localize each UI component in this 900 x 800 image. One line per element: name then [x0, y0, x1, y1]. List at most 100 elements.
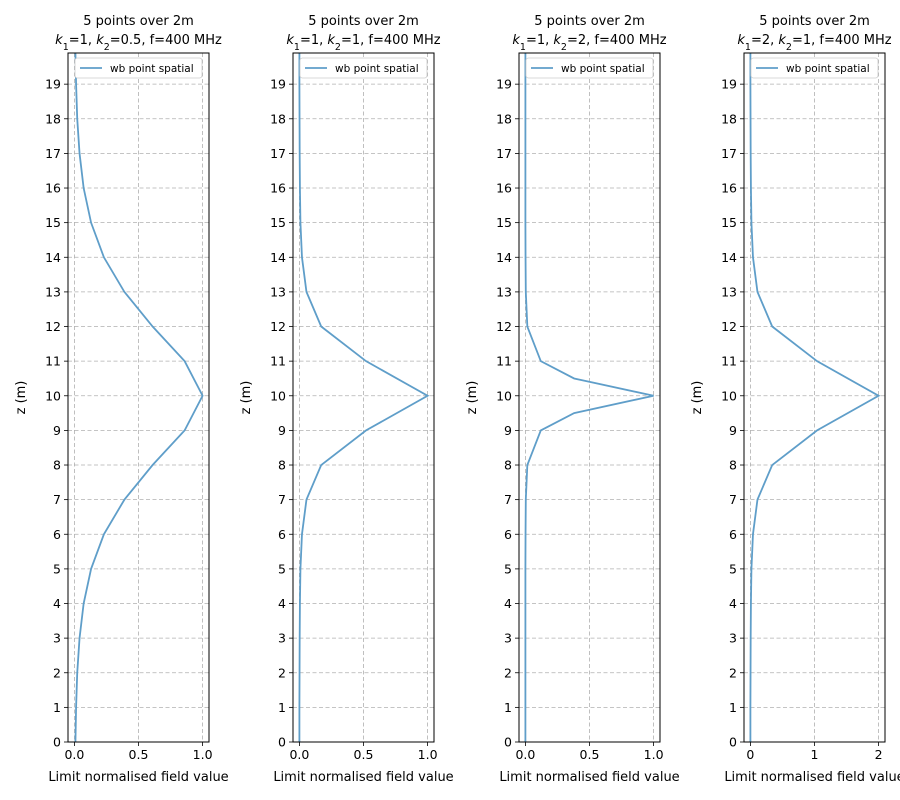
series-line-wb-point-spatial	[524, 53, 654, 742]
legend	[750, 57, 879, 79]
y-tick-label: 3	[729, 631, 737, 646]
y-tick-label: 13	[496, 284, 512, 299]
x-axis-label: Limit normalised field value	[273, 770, 453, 785]
x-tick-label: 0.5	[354, 747, 374, 762]
y-tick-label: 4	[504, 596, 512, 611]
y-tick-label: 3	[53, 631, 61, 646]
legend-label: wb point spatial	[561, 63, 645, 75]
y-tick-label: 14	[721, 250, 737, 265]
y-tick-label: 10	[270, 388, 286, 403]
y-tick-label: 14	[45, 250, 61, 265]
legend	[74, 57, 203, 79]
y-tick-label: 14	[270, 250, 286, 265]
y-tick-label: 9	[278, 423, 286, 438]
chart-title: 5 points over 2m	[534, 14, 645, 29]
y-tick-label: 18	[270, 111, 286, 126]
legend-label: wb point spatial	[110, 63, 194, 75]
y-tick-label: 2	[53, 665, 61, 680]
y-tick-label: 1	[278, 700, 286, 715]
y-tick-label: 15	[270, 215, 286, 230]
y-tick-label: 10	[45, 388, 61, 403]
x-tick-label: 0.5	[129, 747, 149, 762]
y-tick-label: 18	[721, 111, 737, 126]
y-tick-label: 12	[721, 319, 737, 334]
legend	[525, 57, 654, 79]
y-tick-label: 0	[278, 735, 286, 750]
y-tick-label: 17	[270, 146, 286, 161]
y-tick-label: 16	[496, 181, 512, 196]
y-tick-label: 15	[45, 215, 61, 230]
x-tick-label: 0.0	[515, 747, 535, 762]
y-tick-label: 5	[53, 561, 61, 576]
y-tick-label: 18	[45, 111, 61, 126]
x-axis-label: Limit normalised field value	[499, 770, 679, 785]
y-tick-label: 6	[53, 527, 61, 542]
chart-subtitle: k1=1, k2=0.5, f=400 MHz	[55, 33, 222, 53]
y-tick-label: 10	[721, 388, 737, 403]
y-tick-label: 7	[729, 492, 737, 507]
y-tick-label: 7	[278, 492, 286, 507]
y-tick-label: 18	[496, 111, 512, 126]
y-tick-label: 3	[278, 631, 286, 646]
y-tick-label: 13	[45, 284, 61, 299]
chart-subtitle: k1=1, k2=1, f=400 MHz	[286, 33, 440, 53]
x-tick-label: 0	[746, 747, 754, 762]
y-tick-label: 8	[504, 458, 512, 473]
y-tick-label: 9	[729, 423, 737, 438]
y-tick-label: 14	[496, 250, 512, 265]
series-line-wb-point-spatial	[298, 53, 430, 742]
y-tick-label: 0	[504, 735, 512, 750]
y-tick-label: 0	[53, 735, 61, 750]
y-axis-label: z (m)	[14, 381, 29, 415]
y-tick-label: 17	[721, 146, 737, 161]
y-tick-label: 4	[53, 596, 61, 611]
y-tick-label: 2	[278, 665, 286, 680]
y-tick-label: 2	[504, 665, 512, 680]
y-tick-label: 7	[53, 492, 61, 507]
x-tick-label: 2	[875, 747, 883, 762]
y-tick-label: 11	[721, 354, 737, 369]
y-tick-label: 9	[53, 423, 61, 438]
y-tick-label: 7	[504, 492, 512, 507]
y-tick-label: 5	[278, 561, 286, 576]
y-tick-label: 0	[729, 735, 737, 750]
x-axis-label: Limit normalised field value	[724, 770, 900, 785]
legend-label: wb point spatial	[786, 63, 870, 75]
y-tick-label: 12	[270, 319, 286, 334]
y-axis-label: z (m)	[690, 381, 705, 415]
y-tick-label: 12	[45, 319, 61, 334]
y-tick-label: 17	[496, 146, 512, 161]
y-tick-label: 9	[504, 423, 512, 438]
y-tick-label: 5	[504, 561, 512, 576]
x-tick-label: 1.0	[193, 747, 213, 762]
chart-title: 5 points over 2m	[308, 14, 419, 29]
y-tick-label: 19	[721, 77, 737, 92]
y-axis-label: z (m)	[465, 381, 480, 415]
x-tick-label: 1.0	[644, 747, 664, 762]
y-tick-label: 3	[504, 631, 512, 646]
series-line-wb-point-spatial	[74, 52, 204, 743]
y-tick-label: 19	[45, 77, 61, 92]
y-tick-label: 16	[270, 181, 286, 196]
x-axis-label: Limit normalised field value	[48, 770, 228, 785]
y-tick-label: 6	[504, 527, 512, 542]
series-line-wb-point-spatial	[749, 53, 881, 742]
y-tick-label: 11	[496, 354, 512, 369]
y-tick-label: 4	[278, 596, 286, 611]
y-tick-label: 1	[53, 700, 61, 715]
x-tick-label: 0.0	[64, 747, 84, 762]
chart-subtitle: k1=1, k2=2, f=400 MHz	[512, 33, 666, 53]
y-tick-label: 5	[729, 561, 737, 576]
y-tick-label: 10	[496, 388, 512, 403]
chart-subtitle: k1=2, k2=1, f=400 MHz	[737, 33, 891, 53]
legend-label: wb point spatial	[335, 63, 419, 75]
y-tick-label: 12	[496, 319, 512, 334]
y-tick-label: 6	[729, 527, 737, 542]
y-tick-label: 11	[270, 354, 286, 369]
x-tick-label: 0.0	[289, 747, 309, 762]
y-tick-label: 4	[729, 596, 737, 611]
